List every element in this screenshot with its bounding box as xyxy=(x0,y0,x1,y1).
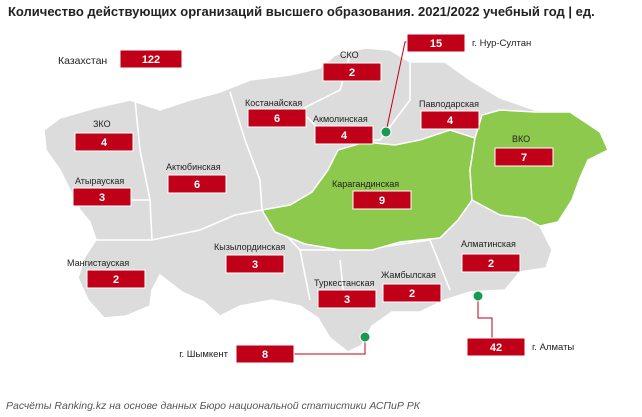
region-value-boxes xyxy=(72,62,554,309)
region-value-almaty-region: 2 xyxy=(488,258,494,270)
region-box-pavlodar xyxy=(420,110,480,130)
total-value: 122 xyxy=(142,54,160,66)
total-label: Казахстан xyxy=(58,55,107,67)
city-marker-shymkent xyxy=(359,331,371,343)
region-value-mangystau: 2 xyxy=(113,274,119,286)
region-value-turkestan: 3 xyxy=(344,294,350,306)
region-box-turkestan xyxy=(317,289,377,309)
region-box-sko xyxy=(322,62,382,82)
region-box-mangystau xyxy=(86,269,146,289)
region-value-pavlodar: 4 xyxy=(447,115,454,127)
region-box-zko xyxy=(74,132,134,152)
city-marker-nur-sultan xyxy=(380,126,392,138)
region-value-atyrau: 3 xyxy=(99,192,105,204)
chart-title: Количество действующих организаций высше… xyxy=(8,4,595,19)
region-borders xyxy=(84,54,451,306)
region-label-pavlodar: Павлодарская xyxy=(419,99,479,109)
city-value-nur-sultan: 15 xyxy=(430,38,442,50)
region-value-sko: 2 xyxy=(349,67,355,79)
region-value-zko: 4 xyxy=(101,137,108,149)
region-value-kyzylorda: 3 xyxy=(252,259,258,271)
region-vko-area xyxy=(469,109,609,227)
region-value-aktobe: 6 xyxy=(194,179,200,191)
region-box-almaty-region xyxy=(461,253,521,273)
city-label-nur-sultan: г. Нур-Султан xyxy=(472,38,531,49)
region-box-aktobe xyxy=(167,174,227,194)
city-marker-almaty xyxy=(472,290,484,302)
region-label-turkestan: Туркестанская xyxy=(314,278,375,288)
region-label-zhambyl: Жамбылская xyxy=(381,270,436,280)
total-value-box xyxy=(119,49,183,69)
city-value-almaty: 42 xyxy=(490,342,502,354)
city-box-almaty xyxy=(466,337,526,357)
city-box-nur-sultan xyxy=(406,33,466,53)
region-label-zko: ЗКО xyxy=(93,119,111,129)
region-value-akmola: 4 xyxy=(341,130,348,142)
region-label-karaganda: Карагандинская xyxy=(332,179,399,189)
source-note: Расчёты Ranking.kz на основе данных Бюро… xyxy=(6,400,420,412)
region-value-kostanay: 6 xyxy=(274,113,280,125)
region-box-kyzylorda xyxy=(225,254,285,274)
region-box-vko xyxy=(494,147,554,167)
region-value-vko: 7 xyxy=(521,152,527,164)
region-label-kyzylorda: Кызылординская xyxy=(214,242,285,252)
city-value-shymkent: 8 xyxy=(262,349,268,361)
region-label-aktobe: Актюбинская xyxy=(166,162,221,172)
region-box-zhambyl xyxy=(382,283,442,303)
city-label-almaty: г. Алматы xyxy=(532,342,574,353)
region-box-karaganda xyxy=(352,190,412,210)
region-label-mangystau: Мангистауская xyxy=(67,258,129,268)
region-label-kostanay: Костанайская xyxy=(245,98,302,108)
region-label-akmola: Акмолинская xyxy=(313,114,368,124)
region-label-vko: ВКО xyxy=(512,134,530,144)
region-value-karaganda: 9 xyxy=(379,195,385,207)
region-label-sko: СКО xyxy=(340,50,359,60)
region-box-akmola xyxy=(314,125,374,145)
region-box-atyrau xyxy=(72,187,132,207)
region-label-almaty-region: Алматинская xyxy=(461,239,516,249)
city-label-shymkent: г. Шымкент xyxy=(179,349,228,360)
city-box-shymkent xyxy=(235,344,295,364)
region-box-kostanay xyxy=(247,108,307,128)
region-value-zhambyl: 2 xyxy=(409,288,415,300)
region-label-atyrau: Атырауская xyxy=(75,176,124,186)
